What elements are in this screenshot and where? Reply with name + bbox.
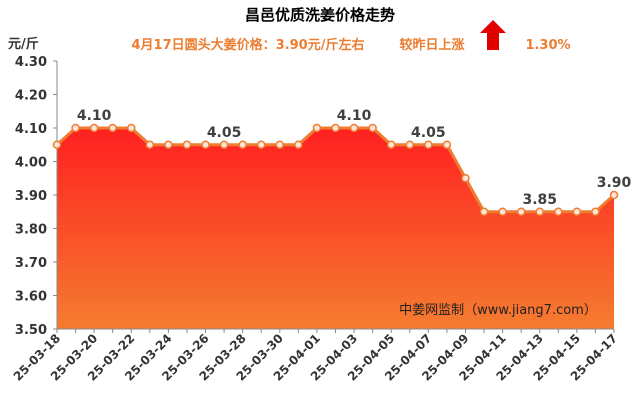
data-point — [516, 207, 526, 216]
data-point — [182, 140, 192, 149]
data-point — [219, 140, 229, 149]
data-point — [71, 123, 80, 133]
data-point — [312, 123, 322, 133]
data-label: 4.10 — [337, 108, 372, 124]
data-point — [238, 140, 247, 149]
chart-title: 昌邑优质洗姜价格走势 — [245, 6, 395, 24]
price-area-fill — [57, 128, 614, 329]
change-label: 较昨日上涨 — [399, 37, 464, 53]
data-point — [554, 207, 563, 216]
data-point — [349, 123, 359, 133]
y-tick-label: 4.20 — [15, 89, 47, 104]
y-tick-label: 3.70 — [15, 256, 47, 271]
data-point — [461, 174, 470, 183]
data-point — [386, 140, 396, 149]
data-point — [591, 207, 600, 216]
data-point — [424, 140, 433, 149]
up-arrow-icon — [480, 20, 506, 50]
y-tick-label: 3.60 — [15, 290, 47, 305]
data-point — [127, 123, 136, 133]
x-axis-ticks: 25-03-1825-03-2025-03-2225-03-2425-03-26… — [11, 329, 620, 384]
y-tick-label: 4.00 — [15, 156, 47, 171]
data-point — [535, 207, 544, 216]
data-point — [331, 123, 340, 133]
data-point — [572, 207, 582, 216]
y-tick-label: 3.80 — [15, 223, 47, 238]
y-tick-label: 4.10 — [15, 122, 47, 137]
data-label: 4.05 — [207, 125, 242, 141]
y-tick-label: 3.90 — [15, 189, 47, 204]
data-point — [498, 207, 507, 216]
data-point — [256, 140, 266, 149]
data-point — [164, 140, 173, 149]
y-tick-label: 3.50 — [15, 323, 47, 338]
data-label: 4.05 — [411, 125, 446, 141]
y-axis-ticks: 3.50 3.60 3.70 3.80 3.90 4.00 4.10 4.20 4.30 — [15, 55, 57, 338]
data-point — [294, 140, 303, 149]
data-point — [479, 207, 489, 216]
data-point — [89, 123, 99, 133]
watermark: 中姜网监制（www.jiang7.com） — [399, 303, 597, 318]
data-label: 3.90 — [597, 175, 632, 191]
data-point — [405, 140, 415, 149]
data-point — [609, 190, 619, 200]
data-label: 4.10 — [77, 108, 112, 124]
y-axis-unit-label: 元/斤 — [8, 36, 39, 52]
data-point — [108, 123, 117, 133]
y-tick-label: 4.30 — [15, 55, 47, 70]
data-point — [275, 140, 285, 149]
data-label: 3.85 — [522, 192, 557, 208]
data-point — [442, 140, 452, 149]
data-point — [201, 140, 210, 149]
data-point-markers — [52, 123, 619, 216]
chart-subtitle: 4月17日圆头大姜价格：3.90元/斤左右 — [132, 37, 365, 53]
data-point — [368, 123, 377, 133]
data-point — [145, 140, 155, 149]
data-point — [52, 140, 62, 149]
change-value: 1.30% — [525, 38, 570, 53]
data-labels: 4.10 4.05 4.10 4.05 3.85 3.90 — [77, 108, 632, 208]
